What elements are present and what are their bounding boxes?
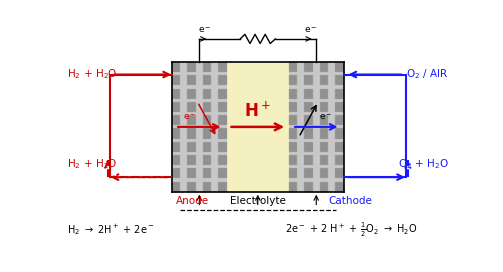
Bar (187, 75, 196, 85)
Text: Anode: Anode (176, 196, 209, 206)
Text: H$_2$ + H$_2$O: H$_2$ + H$_2$O (67, 157, 117, 171)
Bar (187, 155, 196, 165)
Bar (218, 155, 227, 165)
Bar (172, 168, 180, 178)
Bar (172, 155, 180, 165)
Bar (289, 155, 297, 165)
Bar (289, 115, 297, 125)
Bar (304, 168, 313, 178)
Bar (172, 62, 180, 72)
Bar (289, 62, 297, 72)
Bar (304, 181, 313, 191)
Bar (203, 89, 211, 99)
Bar (218, 128, 227, 138)
Bar (336, 62, 344, 72)
Bar (320, 89, 328, 99)
Bar (187, 168, 196, 178)
Text: H$_2$ + H$_2$O: H$_2$ + H$_2$O (67, 68, 117, 81)
Bar (289, 181, 297, 191)
Bar (172, 102, 180, 112)
Bar (289, 142, 297, 152)
Bar (203, 75, 211, 85)
Bar (336, 89, 344, 99)
Bar (218, 181, 227, 191)
Bar (336, 181, 344, 191)
Bar (218, 115, 227, 125)
Bar (172, 75, 180, 85)
Bar (218, 75, 227, 85)
Bar (336, 75, 344, 85)
Bar (172, 115, 180, 125)
Bar (218, 102, 227, 112)
Bar (187, 62, 196, 72)
Bar (320, 75, 328, 85)
Bar (289, 62, 344, 192)
Bar (218, 89, 227, 99)
Bar (203, 115, 211, 125)
Text: H$^+$: H$^+$ (244, 101, 271, 120)
Bar (203, 128, 211, 138)
Bar (203, 181, 211, 191)
Bar (187, 181, 196, 191)
Bar (187, 89, 196, 99)
Text: Electrolyte: Electrolyte (230, 196, 286, 206)
Text: H$_2$ $\rightarrow$ 2H$^+$ + 2e$^-$: H$_2$ $\rightarrow$ 2H$^+$ + 2e$^-$ (67, 222, 154, 237)
Bar (304, 62, 313, 72)
Bar (336, 115, 344, 125)
Bar (289, 168, 297, 178)
Text: e$^-$: e$^-$ (319, 113, 333, 122)
Text: e$^-$: e$^-$ (304, 26, 317, 35)
Text: 2e$^-$ + 2 H$^+$ + $\frac{1}{2}$O$_2$ $\rightarrow$ H$_2$O: 2e$^-$ + 2 H$^+$ + $\frac{1}{2}$O$_2$ $\… (285, 220, 417, 239)
Text: e$^-$: e$^-$ (198, 26, 212, 35)
Bar (203, 155, 211, 165)
Bar (304, 75, 313, 85)
Bar (172, 62, 226, 192)
Bar (289, 75, 297, 85)
Bar (203, 102, 211, 112)
Bar (304, 155, 313, 165)
Bar (289, 102, 297, 112)
Bar (304, 102, 313, 112)
Text: O$_2$ + H$_2$O: O$_2$ + H$_2$O (398, 157, 449, 171)
Bar (289, 128, 297, 138)
Text: O$_2$ / AIR: O$_2$ / AIR (406, 68, 449, 81)
Bar (289, 89, 297, 99)
Bar (304, 115, 313, 125)
Bar (172, 142, 180, 152)
Bar (187, 102, 196, 112)
Bar (320, 155, 328, 165)
Bar (218, 142, 227, 152)
Bar (320, 115, 328, 125)
Bar (304, 142, 313, 152)
Bar (320, 128, 328, 138)
Bar (336, 155, 344, 165)
Bar (320, 142, 328, 152)
Bar (304, 89, 313, 99)
Bar (203, 168, 211, 178)
Bar (336, 142, 344, 152)
Bar (172, 128, 180, 138)
Bar (187, 128, 196, 138)
Bar (336, 168, 344, 178)
Bar (187, 142, 196, 152)
Bar (226, 62, 289, 192)
Bar (172, 181, 180, 191)
Bar (320, 168, 328, 178)
Bar (320, 62, 328, 72)
Bar (203, 142, 211, 152)
Bar (320, 181, 328, 191)
Bar (320, 102, 328, 112)
Text: Cathode: Cathode (328, 196, 372, 206)
Text: e$^-$: e$^-$ (183, 113, 196, 122)
Bar (218, 62, 227, 72)
Bar (203, 62, 211, 72)
Bar (336, 102, 344, 112)
Bar (187, 115, 196, 125)
Bar (304, 128, 313, 138)
Bar (218, 168, 227, 178)
Bar (336, 128, 344, 138)
Bar (172, 89, 180, 99)
